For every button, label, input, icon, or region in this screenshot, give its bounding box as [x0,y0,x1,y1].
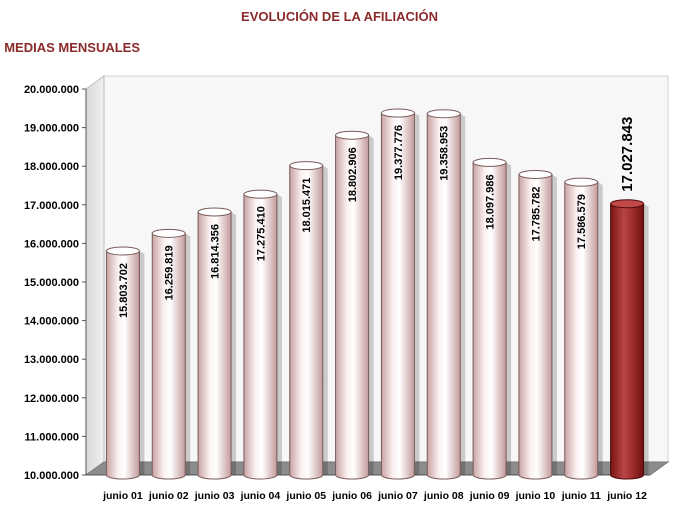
x-tick-label: junio 01 [102,490,143,502]
y-tick-label: 12.000.000 [24,393,79,405]
bar-top [151,228,186,238]
bar-top [243,189,278,199]
bar-value-label: 16.259.819 [164,245,176,300]
bar-shadow [276,194,282,475]
x-tick-label: junio 05 [285,490,326,502]
bar-shadow [551,174,557,475]
bar-1: 15.803.702 [105,246,145,480]
bar-body [289,165,324,480]
x-tick-label: junio 03 [194,490,235,502]
bar-body [518,173,553,480]
bar-top [518,169,553,179]
bar-5: 18.015.471 [289,161,328,480]
bar-top [289,161,324,171]
y-tick-label: 15.000.000 [24,277,79,289]
bar-shadow [597,182,603,475]
x-tick-label: junio 09 [469,490,510,502]
bar-top [610,199,645,209]
y-tick-label: 11.000.000 [25,431,79,443]
bar-shadow [460,113,466,475]
bar-top [197,207,232,217]
x-tick-label: junio 10 [515,490,556,502]
bar-body [380,112,415,480]
bar-value-label: 16.814.356 [210,224,222,279]
bar-shadow [643,203,649,475]
x-tick-label: junio 08 [423,490,464,502]
y-tick-label: 17.000.000 [24,200,79,212]
bar-12: 17.027.843 [610,117,649,480]
bar-shadow [139,250,145,475]
bar-shadow [322,165,328,475]
bar-value-label: 18.802.906 [347,147,359,202]
bar-shadow [231,211,237,475]
bar-value-label: 17.586.579 [576,194,588,249]
bar-body [335,134,370,480]
bar-6: 18.802.906 [335,130,374,480]
bar-shadow [185,233,191,475]
bar-value-label: 18.015.471 [301,178,313,233]
y-tick-label: 18.000.000 [24,161,79,173]
bar-top [105,246,140,256]
bar-shadow [506,162,512,476]
bar-shadow [368,135,374,475]
bar-9: 18.097.986 [472,157,512,480]
bar-value-label: 18.097.986 [485,174,497,229]
bar-body [197,211,232,480]
bar-top [380,108,415,118]
bar-4: 17.275.410 [243,189,282,480]
y-tick-label: 14.000.000 [24,316,79,328]
bar-10: 17.785.782 [518,169,557,480]
x-tick-label: junio 02 [148,490,189,502]
bar-8: 19.358.953 [426,109,466,480]
chart-title: EVOLUCIÓN DE LA AFILIACIÓN [241,9,438,24]
bar-value-label: 17.785.782 [530,186,542,241]
x-tick-label: junio 07 [377,490,418,502]
bar-top [472,157,507,167]
bar-value-label: 17.027.843 [619,117,636,192]
x-tick-label: junio 04 [240,490,281,502]
x-tick-label: junio 12 [606,490,647,502]
y-tick-label: 20.000.000 [24,84,79,96]
bar-top [335,130,370,140]
bar-7: 19.377.776 [380,108,420,480]
y-tick-label: 16.000.000 [24,238,79,250]
chart-subtitle: . MEDIAS MENSUALES [0,40,141,55]
bar-shadow [414,113,420,475]
bar-body [151,232,186,480]
bar-body [472,161,507,480]
y-tick-label: 10.000.000 [24,470,79,482]
bar-body [426,113,461,480]
bar-11: 17.586.579 [564,177,603,480]
bar-value-label: 15.803.702 [118,263,130,318]
bar-top [564,177,599,187]
bar-value-label: 19.358.953 [439,126,451,181]
y-tick-label: 19.000.000 [24,123,79,135]
bar-value-label: 19.377.776 [393,125,405,180]
y-tick-label: 13.000.000 [24,354,79,366]
x-tick-label: junio 11 [561,490,601,502]
bar-body [564,181,599,480]
bar-3: 16.814.356 [197,207,237,480]
bar-body [243,193,278,480]
bar-body [105,250,140,480]
bar-2: 16.259.819 [151,228,191,480]
bar-top [426,109,461,119]
side-wall [85,75,105,476]
bar-value-label: 17.275.410 [255,206,267,261]
x-tick-label: junio 06 [331,490,372,502]
bar-body [610,203,645,480]
